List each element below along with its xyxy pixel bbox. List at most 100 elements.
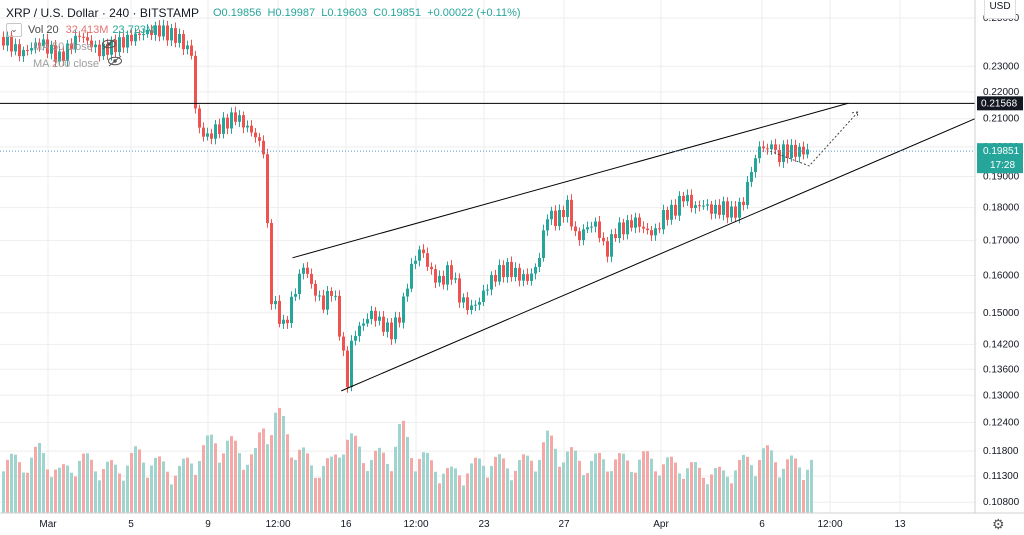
candle-body [6,35,9,46]
candle-body [426,253,429,267]
volume-bar [486,477,489,513]
volume-bar [406,436,409,513]
volume-bar [182,458,185,513]
candle-body [294,294,297,297]
volume-bar [178,465,181,513]
candle-body [806,149,809,155]
volume-bar [674,462,677,513]
eye-crossed-icon[interactable] [101,38,117,55]
currency-label[interactable]: USD [984,0,1016,19]
volume-bar [706,484,709,513]
volume-bar [378,447,381,513]
volume-bar [662,464,665,513]
volume-bar [254,447,257,513]
volume-bar [238,453,241,513]
candle-body [318,295,321,297]
volume-bar [442,473,445,513]
volume-bar [494,456,497,513]
volume-bar [18,462,21,513]
volume-bar [174,475,177,513]
symbol-title[interactable]: XRP / U.S. Dollar · 240 · BITSTAMP [6,5,199,20]
volume-bar [286,434,289,513]
candle-body [118,37,121,53]
candle-body [538,258,541,267]
volume-bar [702,477,705,513]
candle-body [598,221,601,238]
candle-body [682,195,685,202]
volume-bar [290,457,293,513]
volume-bar [550,435,553,513]
volume-bar [562,462,565,513]
candle-body [390,322,393,340]
volume-bar [190,463,193,513]
volume-bar [94,471,97,513]
candle-body [374,310,377,321]
candle-body [162,25,165,37]
candle-body [402,296,405,323]
eye-crossed-icon[interactable] [107,55,123,72]
candle-body [146,29,149,35]
candle-body [430,266,433,270]
candle-body [362,323,365,326]
collapse-legend-button[interactable]: ⌄ [6,22,22,37]
volume-bar [782,468,785,513]
candle-body [230,112,233,129]
volume-bar [354,435,357,513]
volume-bar [614,459,617,513]
volume-bar [538,459,541,513]
wedge-lower-trendline[interactable] [341,118,976,392]
volume-bar [618,453,621,513]
candle-body [470,305,473,311]
volume-bar [282,416,285,513]
volume-bar [298,449,301,513]
candle-body [98,44,101,57]
candle-body [382,316,385,332]
volume-bar [774,462,777,513]
wedge-upper-trendline[interactable] [292,102,849,259]
candle-body [246,125,249,128]
candle-body [210,133,213,139]
candle-body [394,317,397,340]
volume-bar [470,463,473,513]
volume-bar [710,474,713,513]
volume-bar [802,480,805,513]
ma200-row[interactable]: MA 200 close [6,55,521,72]
candle-body [306,267,309,274]
candle-body [514,267,517,278]
volume-bar [634,472,637,513]
candle-body [270,223,273,305]
candle-body [222,117,225,134]
volume-bar [130,452,133,513]
volume-bar [242,469,245,513]
volume-bar [438,483,441,513]
volume-bar [698,467,701,513]
volume-bar [714,467,717,513]
time-tick-label: Mar [39,519,57,530]
volume-bar [6,459,9,513]
candle-body [434,269,437,283]
candle-body [26,50,29,52]
candle-body [2,36,5,46]
volume-bar [358,446,361,513]
projection-path[interactable] [770,111,859,167]
volume-bar [678,473,681,513]
candle-body [410,263,413,289]
volume-bar [342,454,345,513]
candle-body [562,209,565,218]
volume-bar [514,470,517,513]
volume-bar [338,457,341,513]
ma50-row[interactable]: MA 50 close [6,38,521,55]
volume-bar [586,473,589,513]
candle-body [186,45,189,50]
volume-row: ⌄ Vol 20 32.413M 23.723M [6,21,521,38]
volume-bar [114,464,117,513]
volume-bar [610,471,613,513]
volume-bar [306,453,309,513]
volume-bar [78,460,81,513]
gear-icon[interactable]: ⚙ [992,516,1005,532]
candle-body [78,35,81,37]
volume-bar [82,453,85,513]
volume-bar [398,423,401,513]
candle-body [126,34,129,48]
